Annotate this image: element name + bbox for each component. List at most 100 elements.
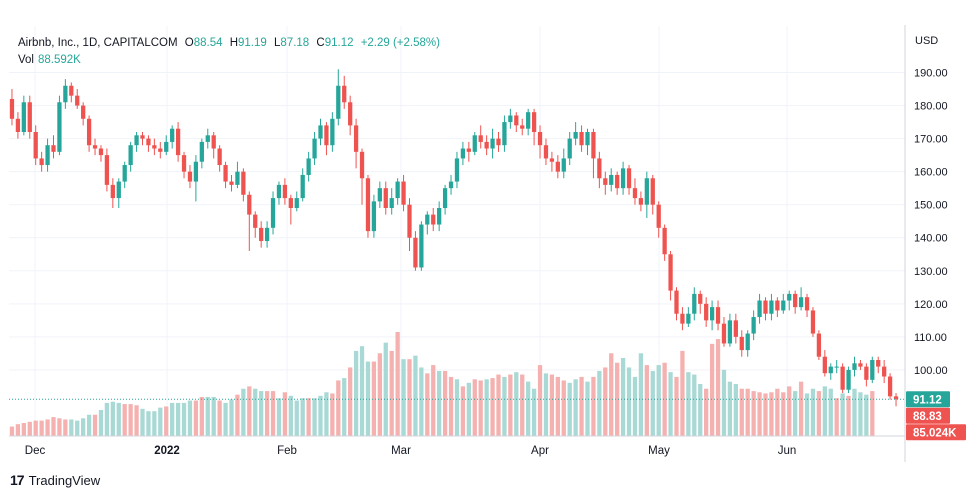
volume-bar (164, 406, 169, 436)
candle-body (448, 181, 454, 189)
x-tick-label: Feb (277, 445, 297, 457)
tradingview-footer[interactable]: 17 TradingView (10, 472, 100, 488)
volume-bar (63, 419, 68, 436)
price-badge-label: 88.83 (913, 411, 942, 423)
candle-body (353, 125, 359, 152)
volume-bar (698, 384, 703, 436)
volume-bar (514, 372, 519, 436)
candle-body (490, 138, 495, 149)
candle-body (152, 145, 157, 149)
candle-body (798, 297, 804, 308)
price-badge: 88.83 (906, 407, 950, 424)
candle-body (419, 224, 424, 268)
candle-body (75, 95, 80, 106)
candle-body (365, 178, 371, 232)
volume-bar (81, 418, 86, 436)
volume-bar (336, 380, 341, 436)
candle-body (822, 356, 827, 374)
volume-bar (739, 388, 744, 436)
volume-bar (561, 380, 566, 436)
candle-body (781, 300, 786, 311)
volume-bar (348, 367, 353, 436)
candle-body (276, 184, 282, 199)
volume-bar (342, 378, 347, 436)
candle-body (223, 165, 228, 182)
candle-body (371, 201, 377, 232)
volume-bar (727, 381, 733, 436)
candle-body (733, 320, 738, 337)
volume-bar (781, 392, 786, 436)
volume-bar (656, 365, 661, 436)
candle-body (205, 135, 210, 142)
volume-bar (460, 386, 466, 436)
volume-bar (371, 361, 377, 436)
candle-body (27, 102, 32, 132)
candle-body (810, 310, 816, 334)
candle-body (537, 132, 543, 146)
volume-bar (864, 394, 869, 436)
volume-bar (692, 374, 697, 436)
volume-bar (241, 388, 246, 436)
volume-bar (769, 392, 774, 436)
volume-bar (431, 365, 436, 436)
candle-body (508, 115, 513, 123)
candle-body (437, 208, 442, 225)
candle-body (715, 307, 721, 324)
candle-body (389, 198, 394, 208)
volume-bar (448, 376, 454, 436)
candle-body (110, 184, 115, 199)
candle-body (887, 376, 893, 397)
candle-body (460, 148, 466, 159)
candle-body (745, 333, 750, 351)
grid-layer (9, 26, 905, 436)
legend-close-value: 91.12 (324, 37, 354, 49)
candle-body (158, 148, 163, 152)
candle-body (603, 178, 608, 185)
volume-bar (294, 400, 299, 436)
candle-body (259, 227, 264, 242)
volume-bar (128, 404, 133, 436)
y-tick-label: 170.00 (914, 134, 948, 146)
volume-bar (300, 398, 305, 436)
volume-bar (615, 362, 620, 436)
volume-bar (413, 355, 418, 436)
volume-bar (822, 386, 827, 436)
candle-body (442, 188, 448, 208)
candle-body (282, 184, 288, 199)
candle-body (170, 128, 175, 142)
candle-body (431, 214, 436, 225)
volume-bar (715, 339, 721, 436)
volume-bar (537, 365, 543, 436)
candle-body (834, 366, 839, 368)
volume-bar (686, 372, 691, 436)
price-badge: 91.12 (906, 391, 950, 408)
volume-bar (75, 420, 80, 436)
candle-body (656, 204, 661, 228)
volume-bar (520, 374, 525, 436)
candle-body (15, 118, 21, 132)
x-tick-label: 2022 (154, 445, 180, 457)
candle-body (401, 181, 406, 205)
candle-body (211, 135, 216, 149)
candle-body (45, 145, 50, 166)
legend-symbol[interactable]: Airbnb, Inc., 1D, CAPITALCOM (18, 37, 178, 49)
price-badge-bg (906, 407, 950, 424)
volume-bar (466, 382, 471, 436)
candle-body (33, 132, 38, 159)
volume-bar (816, 391, 822, 436)
volume-bar (793, 391, 798, 436)
volume-bar (763, 393, 768, 436)
volume-bar (704, 388, 709, 436)
volume-bar (175, 402, 181, 436)
candle-body (804, 297, 810, 311)
candle-body (407, 204, 412, 238)
price-badge-label: 91.12 (913, 394, 942, 406)
legend-high-label: H (229, 37, 239, 49)
volume-bar (549, 374, 555, 436)
candle-body (739, 336, 744, 351)
candle-body (288, 198, 293, 208)
volume-bar (158, 407, 163, 436)
volume-bar (247, 386, 252, 436)
